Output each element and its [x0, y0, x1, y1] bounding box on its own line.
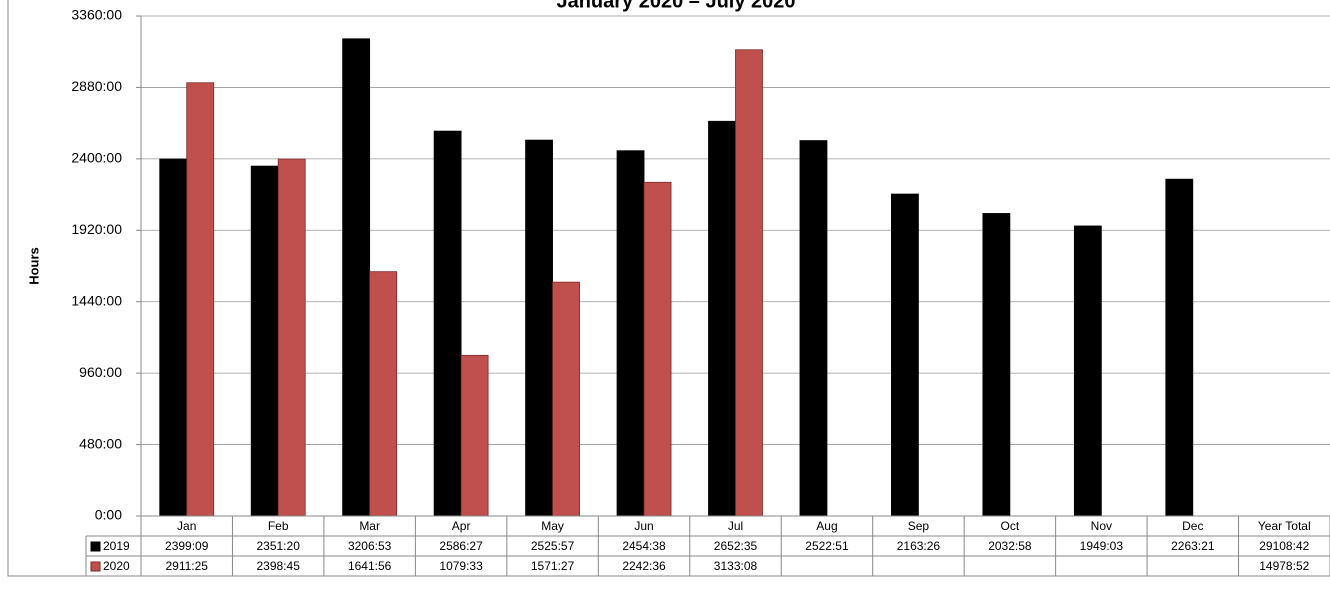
bar: [982, 213, 1011, 517]
x-tick-label: Aug: [816, 519, 837, 533]
y-tick-label: 960:00: [79, 364, 122, 380]
table-value: 2032:58: [988, 539, 1032, 553]
bar: [460, 354, 489, 517]
table-value: 2399:09: [165, 539, 209, 553]
bar: [643, 181, 672, 517]
y-tick-label: 3360:00: [71, 7, 122, 23]
bar: [799, 140, 828, 517]
table-value: 2525:57: [531, 539, 575, 553]
y-tick-label: 0:00: [95, 507, 122, 523]
total-header: Year Total: [1258, 519, 1311, 533]
x-tick-label: Jul: [728, 519, 743, 533]
bar: [159, 158, 188, 517]
x-tick-label: Jun: [634, 519, 653, 533]
bar: [277, 158, 306, 517]
bar: [342, 38, 371, 517]
bar: [369, 271, 398, 517]
table-value: 2263:21: [1171, 539, 1215, 553]
legend-swatch: [90, 561, 101, 572]
legend-swatch: [90, 541, 101, 552]
y-axis-title: Hours: [26, 247, 41, 285]
bar: [1073, 225, 1102, 517]
legend-label: 2019: [103, 539, 130, 553]
table-total: 29108:42: [1259, 539, 1309, 553]
y-tick-label: 2400:00: [71, 150, 122, 166]
table-value: 2652:35: [714, 539, 758, 553]
y-tick-label: 1920:00: [71, 221, 122, 237]
y-tick-label: 1440:00: [71, 292, 122, 308]
x-tick-label: Apr: [452, 519, 471, 533]
bar: [1165, 178, 1194, 517]
table-total: 14978:52: [1259, 559, 1309, 573]
x-tick-label: Mar: [359, 519, 380, 533]
table-value: 3206:53: [348, 539, 392, 553]
bar: [433, 130, 462, 517]
table-value: 1571:27: [531, 559, 575, 573]
x-tick-label: Sep: [908, 519, 930, 533]
table-value: 2522:51: [805, 539, 849, 553]
table-value: 2351:20: [256, 539, 300, 553]
table-value: 2398:45: [256, 559, 300, 573]
table-value: 2911:25: [165, 559, 208, 573]
legend-label: 2020: [103, 559, 130, 573]
bar: [616, 150, 645, 517]
bar: [250, 165, 279, 517]
bar: [186, 82, 215, 517]
chart-title: January 2020 – July 2020: [556, 0, 795, 12]
x-tick-label: Oct: [1001, 519, 1020, 533]
table-value: 2163:26: [897, 539, 941, 553]
table-value: 2586:27: [439, 539, 483, 553]
x-tick-label: Dec: [1182, 519, 1203, 533]
bar: [735, 49, 763, 517]
x-tick-label: Feb: [268, 519, 289, 533]
bar: [708, 120, 736, 517]
bar: [891, 193, 919, 517]
y-tick-label: 2880:00: [71, 78, 122, 94]
table-value: 2242:36: [622, 559, 666, 573]
table-value: 3133:08: [714, 559, 758, 573]
table-value: 1641:56: [348, 559, 392, 573]
bar: [525, 139, 553, 517]
table-value: 1949:03: [1080, 539, 1124, 553]
table-value: 1079:33: [439, 559, 483, 573]
x-tick-label: Jan: [177, 519, 196, 533]
y-tick-label: 480:00: [79, 435, 122, 451]
table-value: 2454:38: [622, 539, 666, 553]
x-tick-label: Nov: [1091, 519, 1112, 533]
bar: [552, 281, 580, 517]
x-tick-label: May: [541, 519, 564, 533]
